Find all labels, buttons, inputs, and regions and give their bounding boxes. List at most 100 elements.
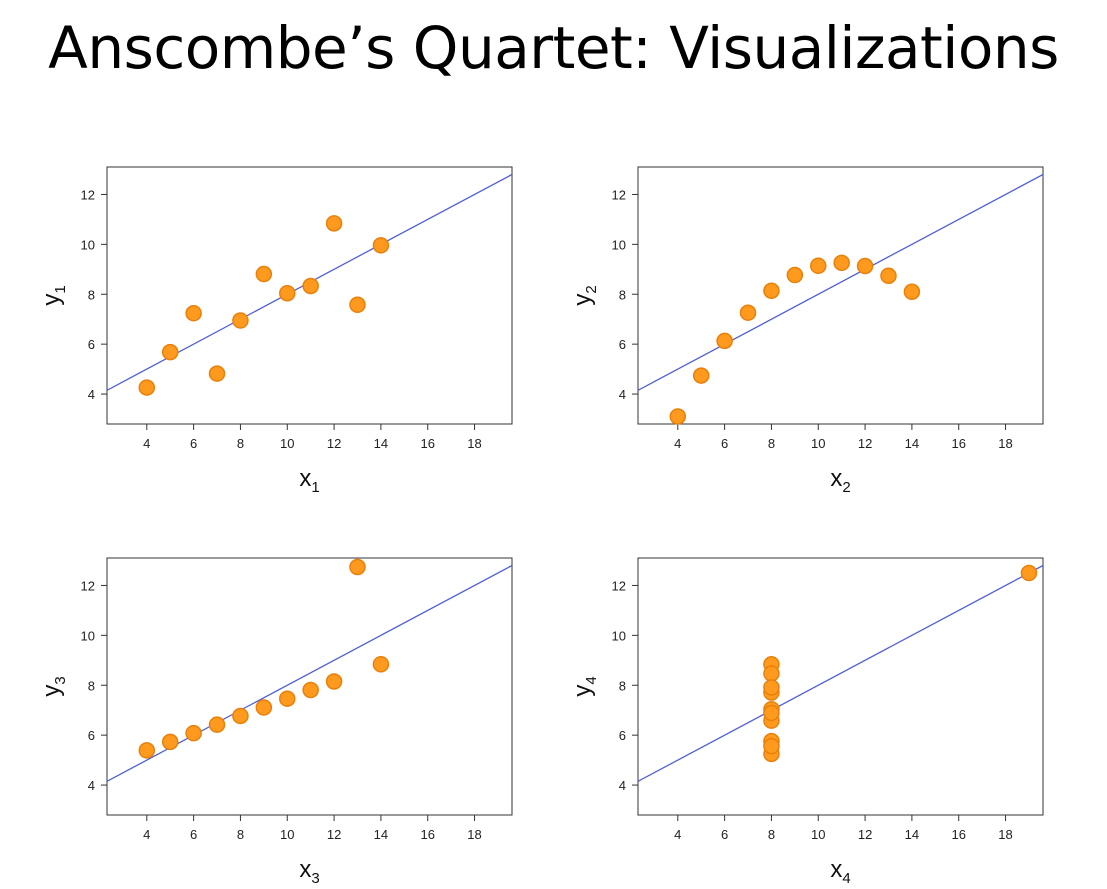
x-tick-label-3-14: 14 (374, 827, 388, 842)
data-point-2-10 (739, 304, 757, 321)
data-point-1-5 (302, 277, 319, 295)
y-tick-label-4-10: 10 (612, 628, 626, 643)
data-point-1-4 (255, 265, 273, 283)
data-point-2-5 (833, 254, 850, 272)
data-point-2-3 (880, 267, 897, 285)
x-tick-label-4-8: 8 (768, 827, 775, 842)
x-tick-label-1-18: 18 (467, 436, 481, 451)
data-point-3-8 (138, 742, 156, 759)
page-title: Anscombe’s Quartet: Visualizations (48, 14, 1059, 82)
data-point-2-1 (810, 257, 827, 275)
y-tick-label-3-6: 6 (88, 728, 95, 743)
data-point-3-10 (208, 716, 226, 733)
y-tick-label-2-12: 12 (612, 187, 626, 202)
scatter-panel-3: 4 6 8 10 12 14 16 18 4 6 8 10 12 x3 y3 (38, 557, 513, 887)
fit-line-4 (638, 564, 1043, 782)
x-tick-label-1-16: 16 (420, 436, 434, 451)
scatter-panel-1: 4 6 8 10 12 14 16 18 4 6 8 10 12 x1 y1 (38, 166, 513, 496)
x-tick-label-2-8: 8 (768, 436, 775, 451)
y-tick-label-2-8: 8 (619, 287, 626, 302)
x-axis-label-1: x1 (299, 465, 319, 496)
x-axis-label-3: x3 (299, 856, 319, 887)
x-tick-label-2-16: 16 (951, 436, 965, 451)
x-tick-label-1-14: 14 (374, 436, 388, 451)
y-axis-label-2: y2 (569, 285, 600, 305)
data-point-3-7 (185, 724, 202, 742)
y-axis-label-3: y3 (38, 676, 69, 696)
x-tick-label-2-6: 6 (721, 436, 728, 451)
x-tick-label-2-10: 10 (811, 436, 825, 451)
x-tick-label-1-12: 12 (327, 436, 341, 451)
data-point-3-6 (372, 656, 390, 673)
y-axis-label-4: y4 (569, 676, 600, 696)
x-tick-label-1-4: 4 (143, 436, 150, 451)
x-tick-label-3-8: 8 (237, 827, 244, 842)
x-tick-label-3-12: 12 (327, 827, 341, 842)
x-tick-label-3-16: 16 (420, 827, 434, 842)
x-tick-label-3-18: 18 (467, 827, 481, 842)
y-tick-label-1-6: 6 (88, 337, 95, 352)
x-tick-label-4-16: 16 (951, 827, 965, 842)
x-tick-label-3-6: 6 (190, 827, 197, 842)
data-point-1-11 (161, 343, 179, 361)
x-tick-label-1-8: 8 (237, 436, 244, 451)
y-tick-label-2-6: 6 (619, 337, 626, 352)
x-tick-label-2-14: 14 (905, 436, 919, 451)
y-tick-label-2-4: 4 (619, 387, 626, 402)
x-axis-label-2: x2 (830, 465, 850, 496)
data-point-3-3 (349, 558, 366, 576)
y-tick-label-4-4: 4 (619, 778, 626, 793)
x-tick-label-1-6: 6 (190, 436, 197, 451)
data-point-1-1 (279, 285, 296, 302)
data-point-3-9 (325, 673, 343, 690)
data-point-2-11 (692, 367, 710, 384)
data-point-2-4 (786, 266, 804, 284)
x-tick-label-4-10: 10 (811, 827, 825, 842)
data-point-3-11 (161, 733, 179, 751)
data-point-1-8 (138, 379, 156, 396)
data-point-1-2 (232, 312, 249, 329)
data-point-2-2 (763, 282, 780, 300)
data-point-2-9 (856, 257, 874, 275)
y-tick-label-4-8: 8 (619, 678, 626, 693)
data-point-3-5 (302, 681, 319, 699)
data-point-4-10 (763, 679, 780, 696)
data-point-1-9 (325, 215, 343, 232)
y-tick-label-1-8: 8 (88, 287, 95, 302)
data-point-3-1 (279, 690, 296, 707)
data-point-1-7 (185, 304, 202, 322)
data-point-1-3 (349, 296, 366, 313)
data-point-4-9 (763, 737, 780, 755)
data-point-4-11 (763, 704, 780, 722)
data-point-4-8 (1020, 564, 1038, 582)
data-point-4-5 (763, 665, 780, 682)
data-point-1-10 (208, 365, 226, 382)
x-tick-label-2-12: 12 (858, 436, 872, 451)
y-tick-label-3-4: 4 (88, 778, 95, 793)
data-point-2-8 (669, 408, 687, 425)
y-tick-label-4-12: 12 (612, 578, 626, 593)
scatter-panel-2: 4 6 8 10 12 14 16 18 4 6 8 10 12 x2 y2 (569, 166, 1044, 496)
x-tick-label-4-14: 14 (905, 827, 919, 842)
plot-frame-3 (106, 557, 513, 816)
y-tick-label-1-10: 10 (81, 237, 95, 252)
x-tick-label-4-6: 6 (721, 827, 728, 842)
scatter-panel-4: 4 6 8 10 12 14 16 18 4 6 8 10 12 x4 y4 (569, 557, 1044, 887)
data-point-2-6 (903, 283, 921, 301)
data-point-1-6 (372, 237, 390, 254)
x-tick-label-4-12: 12 (858, 827, 872, 842)
x-tick-label-3-4: 4 (143, 827, 150, 842)
data-point-2-7 (716, 332, 733, 350)
y-axis-label-1: y1 (38, 285, 69, 305)
data-point-3-2 (232, 707, 249, 725)
x-tick-label-2-18: 18 (998, 436, 1012, 451)
y-tick-label-1-4: 4 (88, 387, 95, 402)
plot-frame-2 (637, 166, 1044, 425)
x-tick-label-4-18: 18 (998, 827, 1012, 842)
x-tick-label-2-4: 4 (674, 436, 681, 451)
y-tick-label-4-6: 6 (619, 728, 626, 743)
x-tick-label-1-10: 10 (280, 436, 294, 451)
x-tick-label-3-10: 10 (280, 827, 294, 842)
data-point-3-4 (255, 699, 273, 716)
